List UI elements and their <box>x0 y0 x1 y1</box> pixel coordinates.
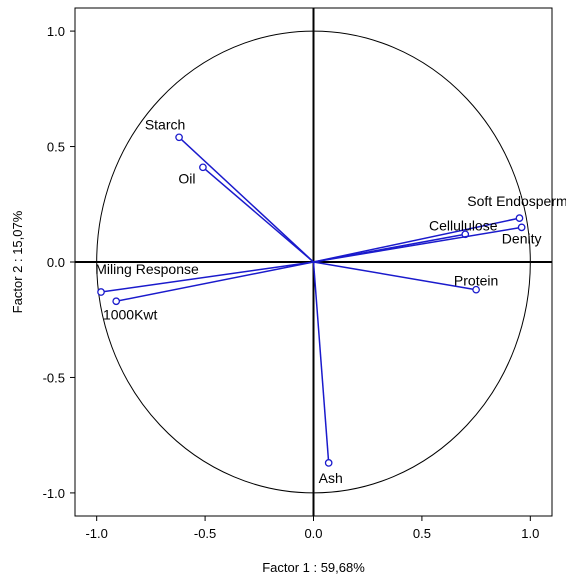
x-tick-label: 0.5 <box>413 526 431 541</box>
x-tick-label: -0.5 <box>194 526 216 541</box>
loading-point <box>199 163 207 172</box>
loading-point <box>324 459 333 467</box>
loading-point <box>515 214 524 222</box>
y-tick-label: -1.0 <box>43 486 65 501</box>
y-tick-label: -0.5 <box>43 370 65 385</box>
loading-point <box>97 288 105 296</box>
variable-label: Soft Endosperm <box>467 193 566 209</box>
loading-vector-1000kwt <box>116 261 314 302</box>
loading-vector-starch <box>178 136 315 263</box>
variable-label: Cellululose <box>429 217 498 233</box>
x-tick-label: 1.0 <box>521 526 539 541</box>
loading-vector-protein <box>313 261 477 291</box>
x-tick-label: -1.0 <box>85 526 107 541</box>
variable-label: Protein <box>454 273 498 289</box>
x-axis-title: Factor 1 : 59,68% <box>262 560 365 575</box>
loading-vector-denity <box>313 226 522 263</box>
loading-point <box>472 285 480 294</box>
loading-vector-soft-endosperm <box>313 217 520 263</box>
loading-point <box>517 223 526 232</box>
loading-point <box>112 297 121 306</box>
x-tick-label: 0.0 <box>304 526 322 541</box>
loading-vector-miling-response <box>100 261 314 293</box>
loading-vector-oil <box>202 166 314 263</box>
loading-vector-ash <box>312 261 330 463</box>
y-axis-title: Factor 2 : 15,07% <box>10 210 25 313</box>
variable-label: Ash <box>319 470 343 486</box>
y-tick-label: 1.0 <box>47 24 65 39</box>
variable-label: Oil <box>178 170 195 186</box>
variable-label: 1000Kwt <box>103 306 158 322</box>
variable-label: Starch <box>145 116 185 132</box>
y-tick-label: 0.5 <box>47 140 65 155</box>
loading-point <box>175 133 183 142</box>
y-tick-label: 0.0 <box>47 255 65 270</box>
variable-label: Miling Response <box>95 261 199 277</box>
variable-label: Denity <box>502 230 542 246</box>
